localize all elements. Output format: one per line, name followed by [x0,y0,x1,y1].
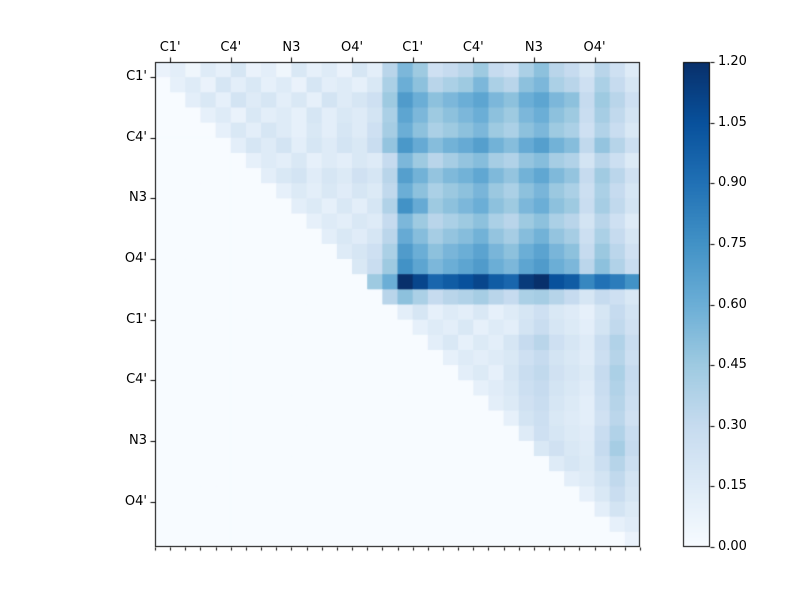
y-tick-label: C4' [126,372,147,388]
y-tick-label: O4' [124,493,147,509]
x-tick-label: C1' [402,40,424,55]
x-tick-label: C1' [159,40,181,55]
x-tick-label: O4' [340,40,364,55]
x-tick-label: C4' [462,40,484,55]
x-tick-label: N3 [282,40,301,55]
y-tick-label: O4' [124,251,147,267]
y-tick-label: C1' [126,69,147,85]
colorbar-tick-label: 0.45 [718,357,747,373]
colorbar-tick-label: 1.20 [718,54,747,69]
colorbar-tick-label: 0.30 [718,417,747,433]
colorbar-tick-label: 0.15 [718,478,747,494]
x-tick-label: N3 [524,40,543,55]
x-tick-label: C4' [220,40,242,55]
y-tick-label: C1' [126,311,147,327]
colorbar-tick-label: 0.75 [718,235,747,251]
y-tick-label: C4' [126,129,147,145]
colorbar-tick-label: 0.60 [718,296,747,312]
colorbar-tick-label: 0.90 [718,175,747,191]
y-tick-label: N3 [129,432,147,448]
colorbar-tick-label: 1.05 [718,114,747,130]
colorbar-tick-label: 0.00 [718,539,747,554]
y-tick-label: N3 [129,190,147,206]
x-tick-label: O4' [583,40,606,55]
